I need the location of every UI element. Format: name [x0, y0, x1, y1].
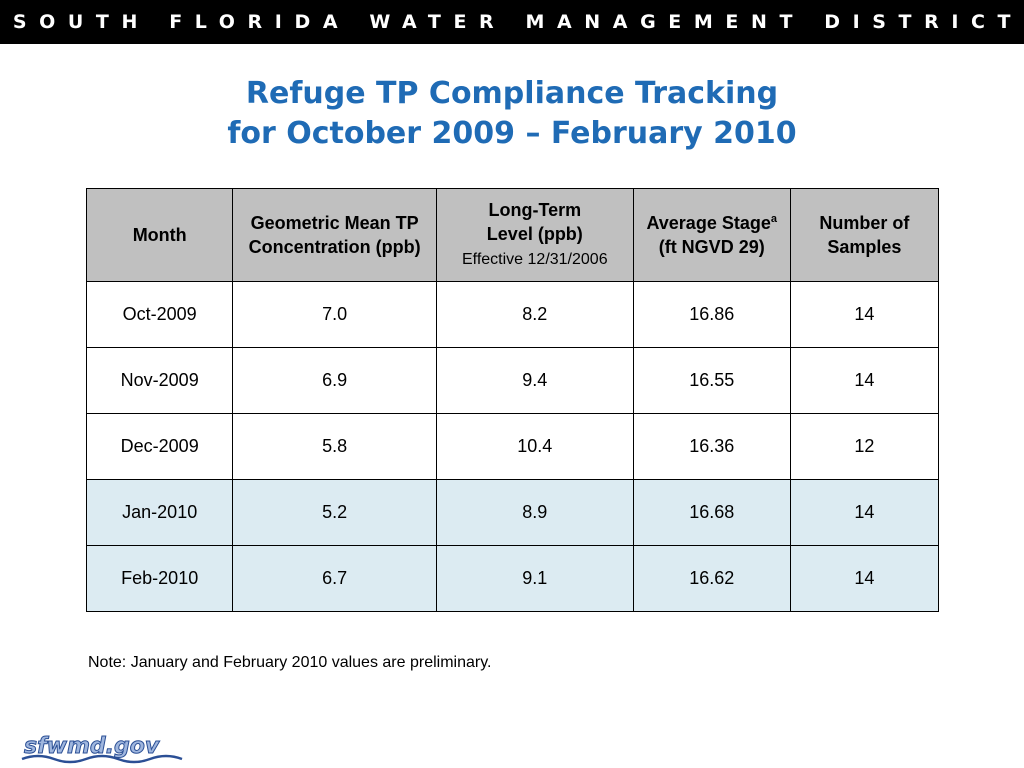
header-n-line1: Number of — [819, 213, 910, 233]
table-row: Dec-2009 5.8 10.4 16.36 12 — [85, 413, 940, 480]
header-stage-line2: (ft NGVD 29) — [658, 237, 765, 257]
table-header-row: Month Geometric Mean TP Concentration (p… — [85, 188, 940, 282]
preliminary-note: Note: January and February 2010 values a… — [88, 654, 492, 671]
wave-logo-icon — [21, 754, 183, 764]
header-lt-line2: Level (ppb) — [486, 224, 583, 244]
header-average-stage: Average Stagea (ft NGVD 29) — [632, 188, 791, 282]
header-stage-footnote-mark: a — [770, 213, 777, 225]
banner-text: SOUTH FLORIDA WATER MANAGEMENT DISTRICT — [12, 11, 1024, 33]
slide-title: Refuge TP Compliance Tracking for Octobe… — [0, 74, 1024, 154]
header-lt-effective-date: Effective 12/31/2006 — [462, 251, 608, 268]
table-row: Oct-2009 7.0 8.2 16.86 14 — [85, 281, 940, 348]
cell-average-stage: 16.55 — [632, 347, 791, 414]
cell-number-of-samples: 14 — [789, 347, 940, 414]
cell-long-term-level: 9.4 — [435, 347, 634, 414]
cell-geometric-mean: 5.8 — [232, 413, 437, 480]
cell-long-term-level: 9.1 — [435, 545, 634, 612]
cell-month: Nov-2009 — [85, 347, 234, 414]
title-line-2: for October 2009 – February 2010 — [227, 116, 797, 151]
logo-text: sfwmd.gov — [24, 734, 160, 759]
header-month-label: Month — [132, 225, 187, 245]
cell-average-stage: 16.62 — [632, 545, 791, 612]
header-lt-line1: Long-Term — [488, 200, 582, 220]
header-number-of-samples: Number of Samples — [789, 188, 940, 282]
district-banner: SOUTH FLORIDA WATER MANAGEMENT DISTRICT — [0, 0, 1024, 44]
cell-average-stage: 16.36 — [632, 413, 791, 480]
cell-geometric-mean: 6.7 — [232, 545, 437, 612]
title-line-1: Refuge TP Compliance Tracking — [245, 76, 779, 111]
table-row-preliminary: Jan-2010 5.2 8.9 16.68 14 — [85, 479, 940, 546]
header-month: Month — [85, 188, 234, 282]
header-gm-line2: Concentration (ppb) — [248, 237, 421, 257]
header-gm-line1: Geometric Mean TP — [250, 213, 419, 233]
header-long-term-level: Long-Term Level (ppb) Effective 12/31/20… — [435, 188, 634, 282]
cell-month: Dec-2009 — [85, 413, 234, 480]
cell-number-of-samples: 14 — [789, 479, 940, 546]
cell-long-term-level: 10.4 — [435, 413, 634, 480]
table-row-preliminary: Feb-2010 6.7 9.1 16.62 14 — [85, 545, 940, 612]
cell-geometric-mean: 6.9 — [232, 347, 437, 414]
cell-number-of-samples: 14 — [789, 281, 940, 348]
cell-month: Oct-2009 — [85, 281, 234, 348]
compliance-table: Month Geometric Mean TP Concentration (p… — [85, 188, 940, 612]
cell-number-of-samples: 14 — [789, 545, 940, 612]
cell-long-term-level: 8.2 — [435, 281, 634, 348]
table-row: Nov-2009 6.9 9.4 16.55 14 — [85, 347, 940, 414]
cell-average-stage: 16.68 — [632, 479, 791, 546]
cell-geometric-mean: 5.2 — [232, 479, 437, 546]
sfwmd-logo[interactable]: sfwmd.gov — [20, 728, 190, 764]
cell-month: Jan-2010 — [85, 479, 234, 546]
header-n-line2: Samples — [827, 237, 902, 257]
cell-geometric-mean: 7.0 — [232, 281, 437, 348]
cell-month: Feb-2010 — [85, 545, 234, 612]
header-geometric-mean: Geometric Mean TP Concentration (ppb) — [232, 188, 437, 282]
cell-number-of-samples: 12 — [789, 413, 940, 480]
cell-average-stage: 16.86 — [632, 281, 791, 348]
header-stage-line1: Average Stage — [646, 213, 771, 233]
cell-long-term-level: 8.9 — [435, 479, 634, 546]
